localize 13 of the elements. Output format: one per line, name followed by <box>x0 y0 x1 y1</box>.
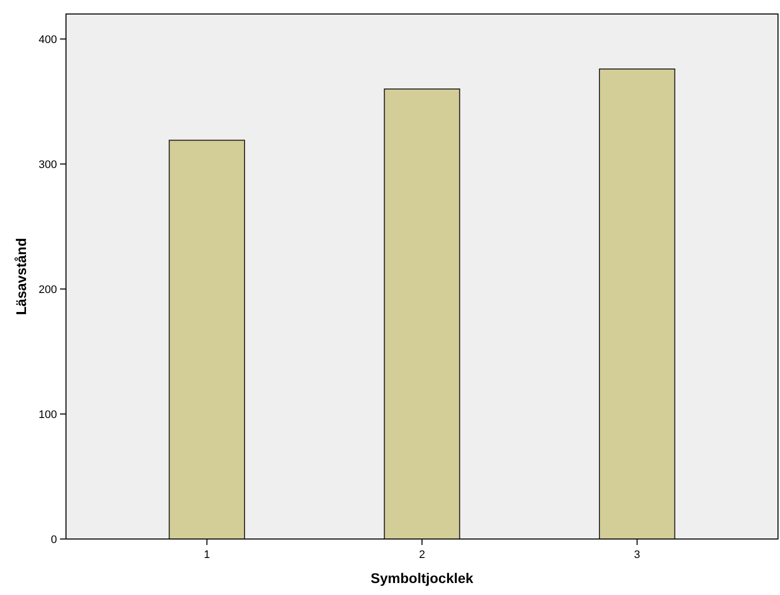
y-tick-label: 300 <box>38 158 57 171</box>
bar <box>168 140 246 540</box>
x-tick-label: 2 <box>418 549 426 561</box>
y-axis-title: Läsavstånd <box>13 238 29 316</box>
x-tick-label: 3 <box>634 549 640 561</box>
y-tick-label: 200 <box>38 284 57 296</box>
y-tick-label: 100 <box>38 408 57 421</box>
y-tick-label: 400 <box>38 34 57 46</box>
x-axis-title: Symboltjocklek <box>370 570 474 586</box>
y-tick-label: 0 <box>50 534 57 546</box>
bar <box>384 88 460 540</box>
bar <box>598 68 676 540</box>
x-tick-label: 1 <box>204 549 210 561</box>
